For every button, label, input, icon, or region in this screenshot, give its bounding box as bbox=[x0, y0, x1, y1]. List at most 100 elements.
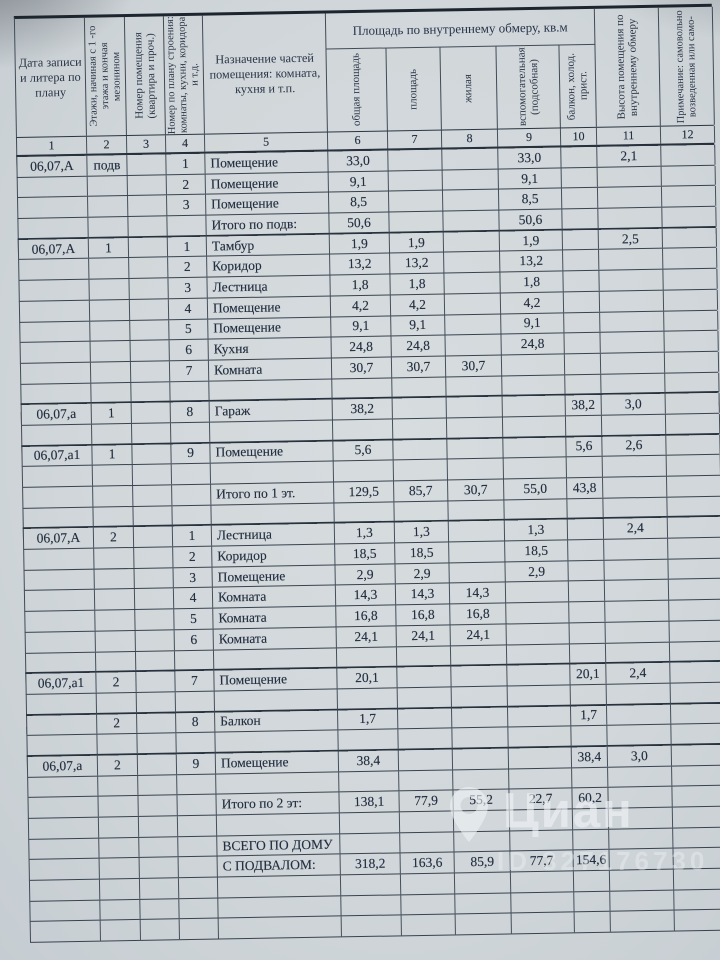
table-cell bbox=[134, 547, 174, 568]
table-cell bbox=[444, 293, 502, 314]
table-cell bbox=[178, 836, 218, 857]
table-cell: Итого по 2 эт: bbox=[216, 792, 340, 815]
table-cell bbox=[392, 418, 448, 440]
table-cell bbox=[669, 641, 720, 662]
table-cell bbox=[30, 900, 101, 922]
table-cell bbox=[29, 858, 100, 880]
table-cell: Тамбур bbox=[206, 234, 331, 257]
table-cell: Помещение bbox=[210, 441, 334, 463]
column-header-label: общая площадь bbox=[349, 53, 364, 127]
table-cell bbox=[127, 154, 167, 175]
table-cell bbox=[600, 311, 665, 332]
table-body: 06,07,А подв 1 Помещение 33,0 33,0 2,1 2 Помещен… bbox=[16, 144, 720, 943]
table-cell: 5,6 bbox=[333, 440, 394, 461]
table-cell bbox=[18, 217, 89, 239]
table-cell bbox=[565, 415, 603, 437]
table-cell: 2 bbox=[96, 672, 137, 693]
column-header-label: Примечание: самовольно воз­веденная или … bbox=[673, 9, 699, 124]
column-header-label: Дата записи и литера по плану bbox=[18, 54, 82, 100]
table-cell bbox=[138, 795, 178, 816]
table-cell bbox=[129, 299, 170, 320]
table-cell bbox=[92, 465, 134, 486]
table-cell bbox=[100, 899, 141, 921]
table-cell bbox=[19, 279, 90, 301]
table-cell bbox=[672, 806, 720, 828]
table-cell bbox=[132, 443, 172, 465]
table-cell bbox=[130, 361, 171, 382]
table-cell: подв bbox=[87, 155, 128, 176]
table-cell bbox=[510, 871, 575, 893]
table-cell bbox=[502, 395, 566, 417]
table-cell: 2 bbox=[173, 546, 213, 568]
table-cell: 38,4 bbox=[338, 750, 400, 772]
table-cell: Итого по подв: bbox=[206, 213, 330, 236]
table-cell bbox=[563, 270, 600, 292]
table-cell bbox=[27, 714, 98, 736]
table-cell: 2 bbox=[97, 754, 139, 776]
column-header-label: вспомогатель­ная (подсобная) bbox=[515, 47, 541, 127]
table-cell bbox=[94, 548, 135, 569]
table-cell bbox=[19, 300, 91, 322]
table-cell: 33,0 bbox=[328, 150, 389, 172]
table-cell bbox=[665, 392, 720, 414]
table-cell bbox=[397, 687, 452, 708]
table-cell: 24,8 bbox=[331, 336, 392, 358]
column-header-2: Этажи, начиная с 1 -го этажа и кончая ме… bbox=[84, 17, 127, 136]
table-cell: 9 bbox=[171, 443, 211, 464]
table-cell: ВСЕГО ПО ДОМУ bbox=[217, 834, 341, 856]
table-cell bbox=[565, 374, 602, 395]
table-cell bbox=[447, 438, 504, 459]
table-cell bbox=[448, 520, 506, 542]
table-cell bbox=[139, 878, 180, 899]
table-cell: 43,8 bbox=[567, 477, 604, 499]
table-cell bbox=[130, 340, 170, 361]
table-cell bbox=[610, 911, 675, 932]
table-cell bbox=[138, 774, 178, 796]
table-cell: 14,3 bbox=[395, 583, 451, 605]
table-cell bbox=[341, 895, 402, 916]
table-cell bbox=[600, 352, 666, 374]
table-cell bbox=[573, 870, 611, 892]
table-cell: 33,0 bbox=[498, 147, 562, 169]
table-cell bbox=[506, 623, 570, 644]
table-cell: 06,07,а bbox=[27, 755, 99, 777]
table-cell: Коридор bbox=[207, 254, 331, 277]
table-cell bbox=[24, 548, 95, 570]
table-cell bbox=[569, 622, 606, 643]
table-cell bbox=[398, 707, 453, 729]
table-cell bbox=[670, 703, 720, 724]
table-cell: 2,5 bbox=[598, 228, 663, 250]
table-cell: 30,7 bbox=[448, 479, 505, 501]
column-number: 2 bbox=[86, 136, 128, 154]
column-number: 11 bbox=[596, 126, 662, 145]
table-cell bbox=[663, 248, 718, 269]
table-cell bbox=[25, 652, 97, 674]
column-header-label: Номер помещения (квартира и проч.) bbox=[131, 32, 158, 120]
table-cell bbox=[24, 569, 95, 591]
table-cell bbox=[452, 727, 509, 749]
table-cell bbox=[398, 728, 453, 750]
table-cell: 6 bbox=[174, 629, 214, 650]
table-cell: 20,1 bbox=[570, 663, 607, 685]
table-cell bbox=[455, 913, 512, 935]
column-number: 8 bbox=[441, 129, 499, 148]
table-cell bbox=[561, 188, 599, 209]
table-cell bbox=[177, 815, 218, 836]
table-cell: 22,7 bbox=[509, 788, 573, 810]
table-cell bbox=[452, 748, 510, 770]
table-cell bbox=[134, 588, 175, 610]
table-cell: 4,2 bbox=[500, 292, 565, 314]
table-cell: 13,2 bbox=[330, 253, 391, 275]
table-cell: 50,6 bbox=[329, 212, 390, 234]
table-cell bbox=[672, 785, 720, 807]
table-cell bbox=[93, 485, 134, 507]
table-cell bbox=[446, 376, 503, 397]
table-cell bbox=[571, 725, 608, 747]
table-cell: 2 bbox=[97, 713, 138, 734]
table-cell bbox=[447, 458, 504, 480]
table-cell bbox=[129, 278, 169, 299]
table-cell bbox=[95, 630, 136, 652]
table-cell bbox=[443, 210, 500, 232]
table-cell: 5 bbox=[169, 319, 209, 340]
table-cell bbox=[167, 215, 207, 237]
